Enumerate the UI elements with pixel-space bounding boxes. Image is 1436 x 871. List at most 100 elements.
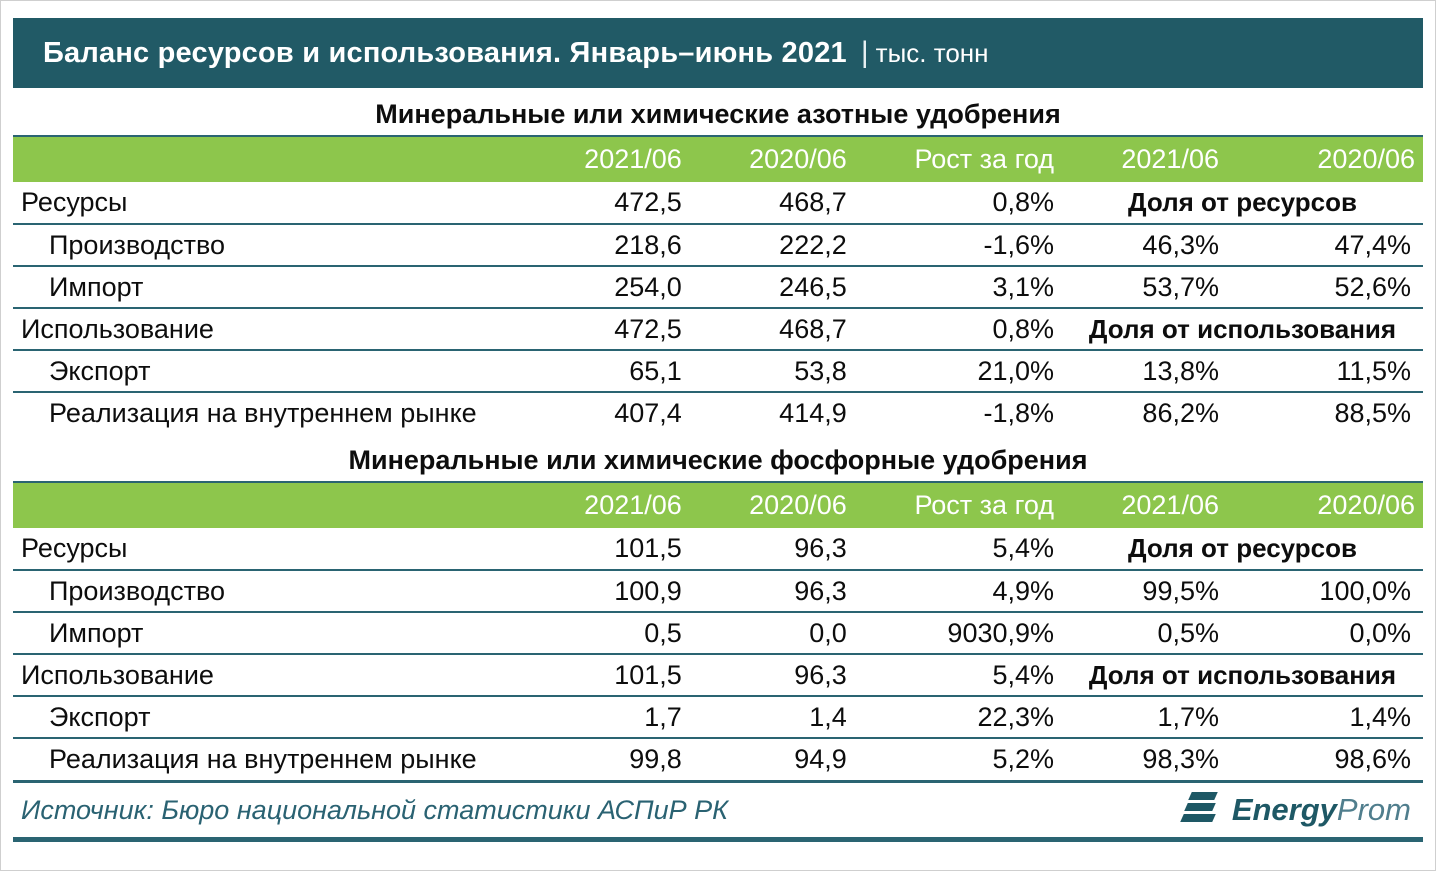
value-2021: 0,5: [520, 612, 690, 655]
row-label: Использование: [13, 654, 521, 697]
value-2020: 246,5: [689, 266, 855, 309]
value-growth: 0,8%: [854, 308, 1063, 351]
row-label: Производство: [13, 570, 521, 613]
value-share-2021: 0,5%: [1062, 612, 1227, 655]
value-2020: 96,3: [689, 654, 855, 697]
source-text: Источник: Бюро национальной статистики А…: [21, 794, 729, 825]
value-2021: 472,5: [520, 182, 690, 225]
header-cell-2021: 2021/06: [584, 144, 682, 174]
header-cell-growth: Рост за год: [914, 490, 1055, 520]
report-title-bar: Баланс ресурсов и использования. Январь–…: [13, 18, 1423, 88]
value-share-2020: 1,4%: [1226, 696, 1423, 739]
share-group-label: Доля от использования: [1062, 654, 1423, 697]
header-cell-2020: 2020/06: [749, 490, 847, 520]
value-2020: 53,8: [689, 350, 855, 393]
value-2021: 407,4: [614, 398, 682, 428]
value-share-2020: 98,6%: [1334, 744, 1411, 774]
header-cell-share-2020: 2020/06: [1317, 144, 1415, 174]
header-cell-share-2020: 2020/06: [1317, 490, 1415, 520]
data-table-nitrogen: 2021/06 2020/06 Рост за год 2021/06 2020…: [13, 135, 1423, 434]
table-row-export: Экспорт 1,7 1,4 22,3% 1,7% 1,4%: [13, 696, 1423, 739]
section-title-phosphorus: Минеральные или химические фосфорные удо…: [348, 445, 1088, 475]
value-share-2020: 100,0%: [1226, 570, 1423, 613]
value-growth: 5,2%: [992, 744, 1055, 774]
value-share-2021: 13,8%: [1062, 350, 1227, 393]
value-share-2021: 86,2%: [1142, 398, 1219, 428]
report-unit: тыс. тонн: [875, 37, 989, 68]
header-cell-share-2021: 2021/06: [1121, 490, 1219, 520]
value-growth: -1,6%: [854, 224, 1063, 267]
row-label: Экспорт: [13, 696, 521, 739]
value-share-2020: 47,4%: [1226, 224, 1423, 267]
table-header-row: 2021/06 2020/06 Рост за год 2021/06 2020…: [13, 136, 1423, 182]
logo-text-prom: Prom: [1336, 792, 1411, 827]
header-cell-empty: [13, 136, 521, 182]
share-group-label: Доля от использования: [1062, 308, 1423, 351]
value-growth: 0,8%: [854, 182, 1063, 225]
value-2021: 101,5: [520, 528, 690, 571]
value-share-2021: 99,5%: [1062, 570, 1227, 613]
value-2020: 468,7: [689, 182, 855, 225]
value-growth: 22,3%: [854, 696, 1063, 739]
value-share-2021: 46,3%: [1062, 224, 1227, 267]
title-separator: |: [860, 36, 869, 69]
header-cell-2020: 2020/06: [749, 144, 847, 174]
value-2021: 101,5: [520, 654, 690, 697]
logo-text-energy: Energy: [1231, 792, 1337, 827]
value-growth: 9030,9%: [854, 612, 1063, 655]
value-2021: 1,7: [520, 696, 690, 739]
row-label: Использование: [13, 308, 521, 351]
table-row-production: Производство 100,9 96,3 4,9% 99,5% 100,0…: [13, 570, 1423, 613]
value-2021: 99,8: [629, 744, 682, 774]
share-group-label: Доля от ресурсов: [1062, 182, 1423, 225]
energyprom-logo-text: EnergyProm: [1232, 792, 1411, 828]
section-phosphorus: Минеральные или химические фосфорные удо…: [13, 445, 1423, 780]
table-row-domestic-sales: Реализация на внутреннем рынке 99,8 94,9…: [13, 738, 1423, 780]
table-header-row: 2021/06 2020/06 Рост за год 2021/06 2020…: [13, 482, 1423, 528]
table-row-usage: Использование 472,5 468,7 0,8% Доля от и…: [13, 308, 1423, 351]
value-2020: 0,0: [689, 612, 855, 655]
section-nitrogen: Минеральные или химические азотные удобр…: [13, 99, 1423, 434]
share-group-label: Доля от ресурсов: [1062, 528, 1423, 571]
value-growth: 5,4%: [854, 528, 1063, 571]
row-label: Ресурсы: [13, 528, 521, 571]
header-cell-2021: 2021/06: [584, 490, 682, 520]
report-title: Баланс ресурсов и использования. Январь–…: [43, 36, 847, 69]
value-2021: 218,6: [520, 224, 690, 267]
value-share-2020: 52,6%: [1226, 266, 1423, 309]
table-row-resources: Ресурсы 101,5 96,3 5,4% Доля от ресурсов: [13, 528, 1423, 571]
value-2020: 1,4: [689, 696, 855, 739]
value-share-2020: 11,5%: [1226, 350, 1423, 393]
value-2020: 414,9: [779, 398, 847, 428]
table-row-import: Импорт 254,0 246,5 3,1% 53,7% 52,6%: [13, 266, 1423, 309]
value-growth: -1,8%: [983, 398, 1055, 428]
value-2020: 94,9: [794, 744, 847, 774]
header-cell-growth: Рост за год: [914, 144, 1055, 174]
value-share-2020: 0,0%: [1226, 612, 1423, 655]
energyprom-logo: EnergyProm: [1180, 791, 1411, 829]
logo-bar-top: [1188, 792, 1218, 800]
value-2021: 100,9: [520, 570, 690, 613]
value-2021: 254,0: [520, 266, 690, 309]
value-growth: 5,4%: [854, 654, 1063, 697]
value-share-2021: 98,3%: [1142, 744, 1219, 774]
table-row-domestic-sales: Реализация на внутреннем рынке 407,4 414…: [13, 392, 1423, 434]
row-label: Экспорт: [13, 350, 521, 393]
row-label: Ресурсы: [13, 182, 521, 225]
value-2020: 222,2: [689, 224, 855, 267]
value-2020: 96,3: [689, 528, 855, 571]
logo-bar-bottom: [1180, 814, 1216, 822]
value-growth: 3,1%: [854, 266, 1063, 309]
table-row-export: Экспорт 65,1 53,8 21,0% 13,8% 11,5%: [13, 350, 1423, 393]
table-row-usage: Использование 101,5 96,3 5,4% Доля от ис…: [13, 654, 1423, 697]
data-table-phosphorus: 2021/06 2020/06 Рост за год 2021/06 2020…: [13, 481, 1423, 780]
value-2021: 472,5: [520, 308, 690, 351]
report-footer: Источник: Бюро национальной статистики А…: [13, 780, 1423, 842]
row-label: Реализация на внутреннем рынке: [49, 744, 477, 774]
value-growth: 4,9%: [854, 570, 1063, 613]
header-cell-share-2021: 2021/06: [1121, 144, 1219, 174]
value-2020: 96,3: [689, 570, 855, 613]
value-2021: 65,1: [520, 350, 690, 393]
value-share-2021: 1,7%: [1062, 696, 1227, 739]
